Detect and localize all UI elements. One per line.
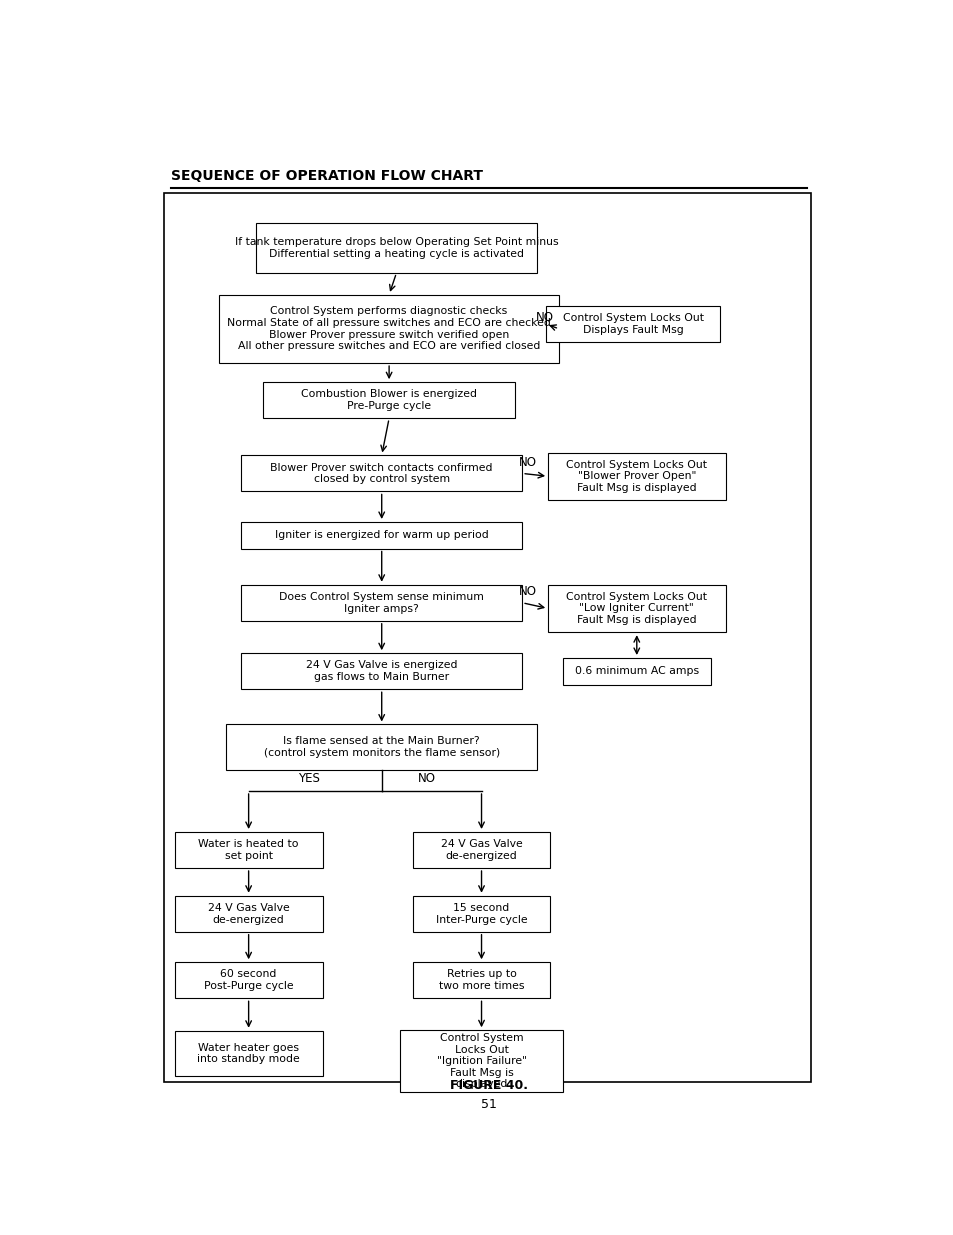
Text: NO: NO <box>417 772 436 785</box>
Bar <box>263 382 515 419</box>
Bar <box>226 725 537 771</box>
Text: 51: 51 <box>480 1098 497 1110</box>
Text: Water heater goes
into standby mode: Water heater goes into standby mode <box>197 1042 299 1065</box>
Text: Is flame sensed at the Main Burner?
(control system monitors the flame sensor): Is flame sensed at the Main Burner? (con… <box>263 736 499 758</box>
Text: Does Control System sense minimum
Igniter amps?: Does Control System sense minimum Ignite… <box>279 592 484 614</box>
Text: Water is heated to
set point: Water is heated to set point <box>198 840 298 861</box>
Text: Combustion Blower is energized
Pre-Purge cycle: Combustion Blower is energized Pre-Purge… <box>301 389 476 411</box>
Text: 15 second
Inter-Purge cycle: 15 second Inter-Purge cycle <box>436 903 527 925</box>
Text: 24 V Gas Valve is energized
gas flows to Main Burner: 24 V Gas Valve is energized gas flows to… <box>306 661 457 682</box>
Bar <box>241 584 521 621</box>
Bar <box>546 306 720 342</box>
Bar <box>547 452 724 500</box>
Text: FIGURE 40.: FIGURE 40. <box>450 1079 527 1093</box>
Text: NO: NO <box>536 311 554 324</box>
Bar <box>413 832 549 868</box>
Text: If tank temperature drops below Operating Set Point minus
Differential setting a: If tank temperature drops below Operatin… <box>234 237 558 259</box>
Text: 60 second
Post-Purge cycle: 60 second Post-Purge cycle <box>204 969 294 990</box>
Bar <box>400 1030 562 1092</box>
Text: NO: NO <box>518 456 537 468</box>
Text: 24 V Gas Valve
de-energized: 24 V Gas Valve de-energized <box>208 903 289 925</box>
Bar <box>562 658 710 684</box>
Text: 24 V Gas Valve
de-energized: 24 V Gas Valve de-energized <box>440 840 522 861</box>
Bar <box>219 295 558 363</box>
Text: Blower Prover switch contacts confirmed
closed by control system: Blower Prover switch contacts confirmed … <box>271 463 493 484</box>
Bar <box>241 456 521 492</box>
Text: Control System Locks Out
"Low Igniter Current"
Fault Msg is displayed: Control System Locks Out "Low Igniter Cu… <box>566 592 706 625</box>
Bar <box>174 1031 322 1077</box>
Text: 0.6 minimum AC amps: 0.6 minimum AC amps <box>574 666 699 677</box>
Text: Igniter is energized for warm up period: Igniter is energized for warm up period <box>274 530 488 540</box>
Bar <box>174 832 322 868</box>
Bar <box>164 193 810 1082</box>
Bar <box>174 962 322 998</box>
Text: NO: NO <box>518 585 537 598</box>
Text: Control System Locks Out
"Blower Prover Open"
Fault Msg is displayed: Control System Locks Out "Blower Prover … <box>566 459 706 493</box>
Bar <box>255 224 537 273</box>
Bar <box>413 962 549 998</box>
Bar <box>241 522 521 548</box>
Bar <box>241 653 521 689</box>
Text: Control System Locks Out
Displays Fault Msg: Control System Locks Out Displays Fault … <box>562 314 703 335</box>
Bar <box>174 895 322 931</box>
Text: SEQUENCE OF OPERATION FLOW CHART: SEQUENCE OF OPERATION FLOW CHART <box>171 169 482 183</box>
Bar <box>547 584 724 632</box>
Text: Retries up to
two more times: Retries up to two more times <box>438 969 524 990</box>
Bar <box>413 895 549 931</box>
Text: YES: YES <box>297 772 319 785</box>
Text: Control System
Locks Out
"Ignition Failure"
Fault Msg is
displayed: Control System Locks Out "Ignition Failu… <box>436 1032 526 1089</box>
Text: Control System performs diagnostic checks
Normal State of all pressure switches : Control System performs diagnostic check… <box>227 306 551 351</box>
